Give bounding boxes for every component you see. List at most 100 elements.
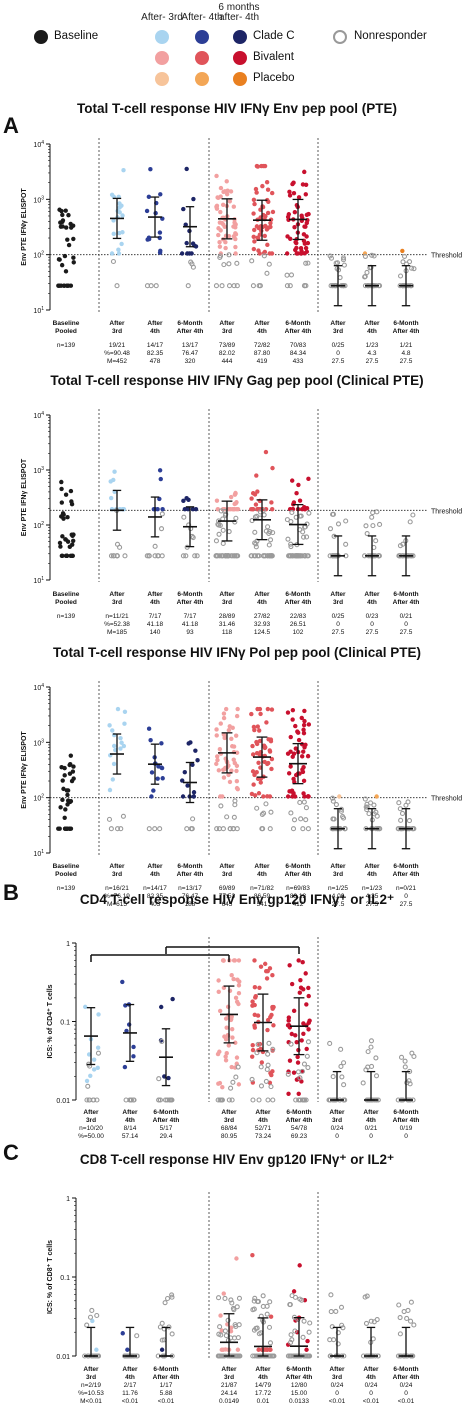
x-tick-label: After [255,1109,271,1116]
data-point [270,972,275,978]
count-label: 0/24 [331,1125,344,1132]
data-point [255,235,260,240]
median-label: 102 [293,629,304,636]
count-label: n=16/21 [105,885,129,892]
data-point [289,1031,294,1037]
data-point [300,959,305,965]
data-point [228,494,234,500]
x-tick-label: After [109,320,125,327]
nonresponder-point [337,274,343,281]
nonresponder-point [267,1299,273,1305]
y-tick-label: 101 [33,306,44,315]
data-point [184,240,189,246]
nonresponder-point [232,802,238,808]
data-point [306,993,311,999]
data-point [191,196,196,202]
nonresponder-point [254,805,260,811]
nonresponder-point [169,1292,175,1298]
nonresponder-point [249,258,255,264]
data-point [269,766,274,772]
data-point [292,209,298,215]
data-point [296,482,301,488]
data-point [302,251,307,256]
x-tick-label: After [364,591,380,598]
data-point [121,743,127,749]
legend-header-after-4th: After- 4th [181,12,223,23]
nonresponder-point [265,524,271,530]
legend-swatch-cladec-after-3rd [155,30,169,44]
nonresponder-point [228,1085,234,1091]
data-point [258,780,263,785]
data-point [234,1256,239,1261]
data-point [157,496,162,502]
nonresponder-point [367,800,374,806]
nonresponder-point [301,1318,307,1324]
nonresponder-point [404,1315,410,1322]
panel-letter-a: A [3,113,19,138]
data-point [64,225,69,230]
data-point [120,213,125,218]
data-point [295,1060,301,1065]
nonresponder-point [362,796,368,802]
data-point [58,544,63,549]
nonresponder-point [258,1064,264,1070]
data-point [219,1347,224,1352]
data-point [235,706,240,712]
nonresponder-point [339,1322,345,1328]
median-label: <0.01 [398,1398,415,1405]
nonresponder-point [328,255,335,261]
data-point [71,764,76,769]
data-point [59,765,64,770]
nonresponder-point [301,1097,307,1103]
data-point [251,211,256,216]
data-point [218,185,224,191]
median-label: <0.01 [329,1398,346,1405]
data-point [157,235,162,241]
nonresponder-point [95,1050,102,1056]
data-point [257,232,263,237]
count-label: 68/84 [221,1125,238,1132]
nonresponder-point [370,510,376,516]
percent-label: 26.51 [290,621,307,628]
nonresponder-point [259,811,265,817]
data-point [122,1064,128,1070]
nonresponder-point [288,543,294,550]
data-point [223,734,228,739]
data-point [231,204,237,209]
data-point [287,189,292,195]
nonresponder-point [303,817,309,823]
nonresponder-point [158,526,165,532]
x-tick-label: 3rd [86,1374,96,1381]
data-point [91,1067,97,1072]
nonresponder-point [189,826,195,832]
percent-label: %=50.00 [78,1133,104,1139]
data-point [301,749,306,754]
data-point [252,727,257,733]
data-point [290,478,295,483]
y-axis-label: Env PTE IFNγ ELISPOT [21,731,28,809]
data-point [166,1075,171,1081]
nonresponder-point [128,1097,134,1103]
nonresponder-point [363,1320,370,1326]
nonresponder-point [226,261,232,267]
nonresponder-point [265,1062,271,1068]
nonresponder-point [291,817,298,823]
x-tick-label: Baseline [53,863,80,870]
data-point [214,204,219,209]
median-label: 188 [185,901,196,908]
nonresponder-point [370,523,376,529]
nonresponder-point [288,1339,294,1346]
data-point [182,506,188,512]
data-point [269,707,275,712]
nonresponder-point [255,1041,261,1048]
data-point [296,958,301,963]
nonresponder-point [180,553,186,559]
nonresponder-point [303,260,309,266]
data-point [190,506,196,512]
data-point [218,209,223,215]
nonresponder-point [236,1295,243,1301]
data-point [298,977,303,983]
data-point [269,500,274,505]
data-point [305,1338,310,1344]
data-point [95,1045,101,1050]
